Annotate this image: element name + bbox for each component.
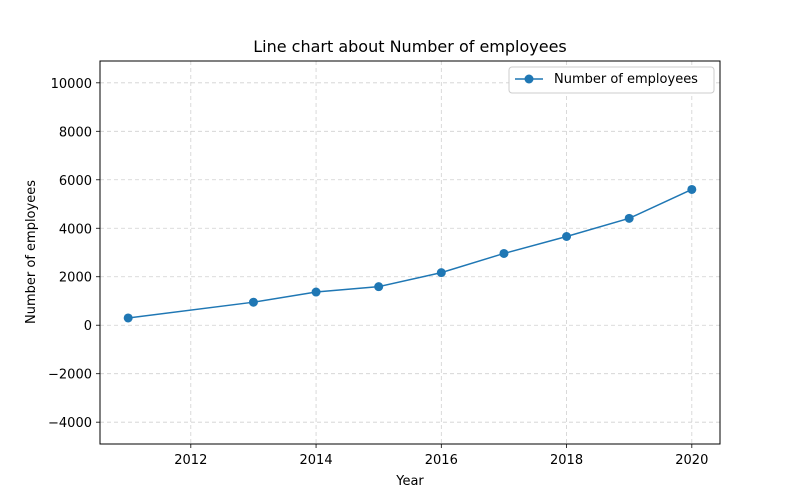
data-point xyxy=(624,213,634,223)
y-tick-label: 8000 xyxy=(59,125,92,140)
chart-title: Line chart about Number of employees xyxy=(253,37,567,56)
data-point xyxy=(562,232,572,242)
legend-marker xyxy=(524,74,534,84)
series-layer xyxy=(123,184,697,323)
data-point xyxy=(499,248,509,258)
y-axis-label: Number of employees xyxy=(24,180,39,324)
data-point xyxy=(123,313,133,323)
y-tick-label: 6000 xyxy=(59,174,92,189)
y-tick-label: −4000 xyxy=(48,416,92,431)
legend: Number of employees xyxy=(508,66,715,94)
plot-area-frame xyxy=(99,60,721,445)
grid-lines xyxy=(100,61,720,444)
y-tick-label: 0 xyxy=(84,319,92,334)
y-tick-label: 2000 xyxy=(59,271,92,286)
x-tick-label: 2020 xyxy=(675,453,708,468)
x-tick-label: 2018 xyxy=(550,453,583,468)
x-axis-label: Year xyxy=(395,474,424,489)
y-tick-label: 4000 xyxy=(59,222,92,237)
y-tick-label: 10000 xyxy=(51,77,92,92)
legend-box xyxy=(508,66,715,94)
data-point xyxy=(248,297,258,307)
data-point xyxy=(311,287,321,297)
x-tick-label: 2012 xyxy=(174,453,207,468)
data-point xyxy=(687,184,697,194)
x-tick-label: 2016 xyxy=(425,453,458,468)
y-tick-label: −2000 xyxy=(48,368,92,383)
x-axis-ticks: 2012 2014 2016 2018 2020 xyxy=(174,444,708,468)
y-axis-ticks: −4000 −2000 0 2000 4000 6000 8000 10000 xyxy=(48,77,100,431)
data-point xyxy=(436,268,446,278)
legend-entry: Number of employees xyxy=(554,72,698,87)
x-tick-label: 2014 xyxy=(300,453,333,468)
data-point xyxy=(374,282,384,292)
